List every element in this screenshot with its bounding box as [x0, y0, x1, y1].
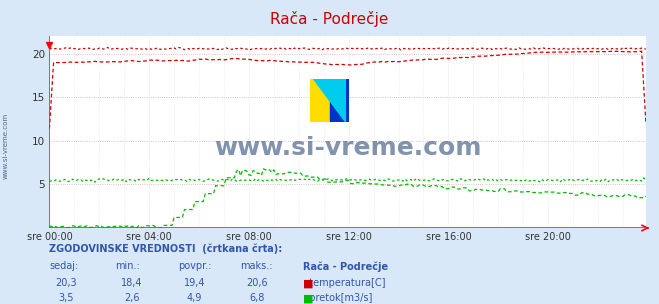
- Text: temperatura[C]: temperatura[C]: [303, 278, 386, 288]
- Text: www.si-vreme.com: www.si-vreme.com: [2, 113, 9, 179]
- Text: Rača - Podrečje: Rača - Podrečje: [270, 11, 389, 27]
- Bar: [310, 79, 330, 122]
- Text: 6,8: 6,8: [249, 293, 265, 303]
- Text: maks.:: maks.:: [241, 261, 273, 271]
- Text: 20,3: 20,3: [55, 278, 76, 288]
- Text: 3,5: 3,5: [58, 293, 74, 303]
- Text: min.:: min.:: [115, 261, 140, 271]
- Text: 18,4: 18,4: [121, 278, 142, 288]
- Text: pretok[m3/s]: pretok[m3/s]: [303, 293, 372, 303]
- Text: 4,9: 4,9: [186, 293, 202, 303]
- Bar: [330, 79, 349, 122]
- Text: 2,6: 2,6: [124, 293, 140, 303]
- Text: 19,4: 19,4: [184, 278, 205, 288]
- Text: ■: ■: [303, 293, 314, 303]
- Text: ■: ■: [303, 278, 314, 288]
- Text: 20,6: 20,6: [246, 278, 268, 288]
- Text: ZGODOVINSKE VREDNOSTI  (črtkana črta):: ZGODOVINSKE VREDNOSTI (črtkana črta):: [49, 243, 283, 254]
- Text: sedaj:: sedaj:: [49, 261, 78, 271]
- Text: Rača - Podrečje: Rača - Podrečje: [303, 261, 388, 272]
- Text: povpr.:: povpr.:: [178, 261, 212, 271]
- Polygon shape: [314, 79, 345, 122]
- Text: www.si-vreme.com: www.si-vreme.com: [214, 136, 481, 160]
